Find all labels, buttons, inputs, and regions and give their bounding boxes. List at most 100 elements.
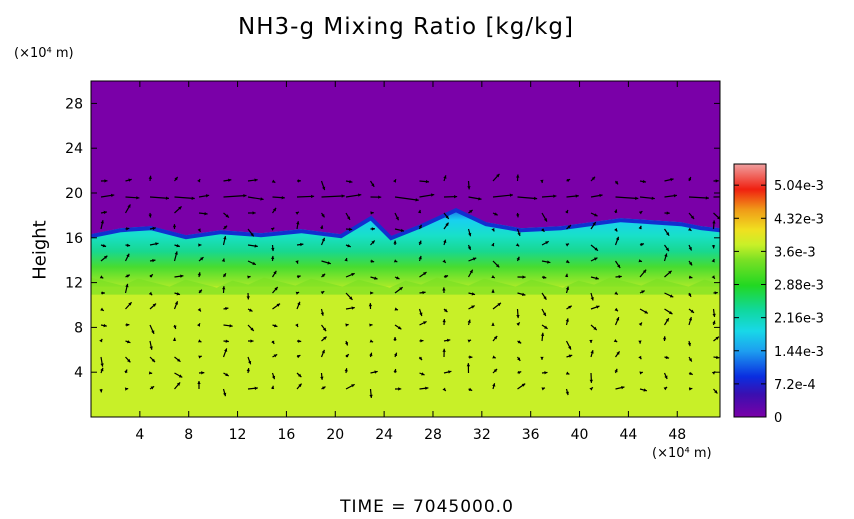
wind-arrow-head — [614, 291, 618, 295]
wind-arrow-head — [249, 308, 253, 312]
wind-arrow-head — [687, 177, 692, 181]
wind-arrow-head — [393, 337, 397, 341]
x-tick-label: 24 — [375, 427, 393, 443]
wind-arrow-head — [104, 179, 108, 183]
wind-arrow-head — [300, 242, 304, 247]
wind-arrow-head — [651, 196, 655, 200]
wind-arrow-head — [398, 387, 402, 391]
wind-arrow-head — [616, 351, 620, 355]
wind-arrow-head — [344, 368, 348, 372]
band-lower-edge — [91, 277, 720, 295]
wind-arrow-head — [229, 324, 233, 328]
wind-arrow-head — [565, 243, 569, 247]
wind-arrow-head — [471, 292, 476, 296]
wind-arrow-head — [297, 373, 302, 378]
wind-arrow-head — [270, 385, 275, 390]
wind-arrow-head — [126, 340, 131, 344]
wind-arrow-head — [443, 239, 447, 244]
wind-arrow-head — [425, 179, 430, 184]
wind-arrow-head — [197, 323, 200, 327]
wind-arrow-head — [351, 273, 355, 277]
wind-arrow-head — [445, 215, 449, 219]
wind-arrow-head — [177, 358, 181, 362]
wind-arrow-head — [273, 270, 277, 275]
wind-arrow-head — [491, 275, 495, 278]
wind-arrow-head — [225, 372, 229, 376]
wind-arrow-head — [128, 302, 132, 306]
wind-arrow-head — [714, 291, 718, 295]
wind-arrow-head — [616, 317, 620, 321]
wind-arrow-head — [590, 350, 594, 354]
wind-arrow-head — [178, 374, 183, 378]
wind-arrow-head — [254, 386, 258, 390]
wind-arrow-head — [322, 186, 326, 191]
wind-arrow-head — [152, 303, 157, 307]
wind-arrow-head — [423, 321, 427, 325]
wind-arrow-head — [298, 383, 302, 388]
wind-arrow-head — [149, 274, 153, 278]
wind-arrow-head — [688, 246, 692, 251]
wind-arrow-head — [152, 258, 156, 263]
wind-arrow-head — [641, 290, 645, 294]
wind-arrow-head — [712, 220, 716, 224]
wind-arrow-head — [201, 371, 205, 375]
wind-arrow-head — [491, 289, 495, 293]
wind-arrow-head — [421, 372, 425, 376]
wind-arrow-head — [103, 323, 107, 328]
wind-arrow-head — [124, 387, 129, 391]
wind-arrow-head — [393, 179, 396, 183]
wind-arrow-head — [541, 228, 545, 232]
wind-arrow-head — [553, 194, 557, 198]
wind-arrow-head — [593, 257, 598, 261]
wind-arrow-head — [198, 339, 202, 343]
wind-arrow-head — [295, 323, 299, 328]
wind-arrow-head — [564, 273, 569, 278]
wind-arrow-head — [516, 256, 520, 261]
wind-arrow-head — [688, 358, 692, 362]
wind-arrow-head — [591, 176, 596, 181]
wind-arrow-head — [344, 342, 349, 346]
wind-arrow-head — [423, 272, 427, 276]
colorbar-label: 2.88e-3 — [774, 279, 824, 294]
wind-arrow-head — [322, 386, 326, 390]
wind-arrow-head — [345, 323, 349, 327]
wind-arrow-head — [711, 245, 716, 249]
wind-arrow-head — [368, 303, 373, 307]
wind-arrow-head — [395, 216, 399, 221]
wind-arrow-head — [180, 274, 184, 278]
wind-arrow-head — [148, 371, 153, 375]
wind-arrow-head — [125, 227, 130, 231]
wind-arrow-head — [516, 314, 520, 319]
wind-arrow-head — [690, 309, 694, 313]
wind-arrow-head — [621, 386, 625, 390]
wind-arrow-head — [469, 355, 473, 359]
wind-arrow-head — [638, 340, 642, 344]
wind-arrow-head — [418, 224, 422, 229]
wind-arrow-head — [176, 292, 181, 296]
wind-arrow-head — [100, 307, 104, 311]
wind-arrow-head — [127, 358, 131, 363]
wind-arrow-head — [271, 340, 275, 344]
wind-arrow-head — [271, 375, 276, 380]
wind-arrow-head — [100, 363, 104, 367]
wind-arrow-head — [673, 194, 677, 198]
wind-arrow-head — [643, 388, 647, 392]
wind-arrow-head — [493, 368, 498, 373]
wind-arrow — [149, 196, 170, 199]
wind-arrow-head — [614, 180, 619, 185]
wind-arrow-head — [197, 178, 201, 183]
wind-arrow-head — [496, 173, 500, 178]
wind-arrow-head — [478, 197, 482, 201]
wind-arrow-head — [399, 287, 403, 291]
wind-arrow-head — [100, 220, 104, 224]
wind-arrow-head — [297, 301, 301, 306]
wind-arrow-head — [273, 324, 278, 328]
wind-arrow-head — [271, 179, 276, 183]
wind-arrow-head — [370, 259, 375, 263]
wind-arrow-head — [466, 363, 471, 367]
colorbar-label: 4.32e-3 — [774, 212, 824, 227]
wind-arrow-head — [567, 225, 571, 229]
wind-arrow-head — [254, 244, 258, 248]
wind-arrow-head — [614, 368, 618, 373]
wind-arrow-head — [639, 371, 643, 375]
